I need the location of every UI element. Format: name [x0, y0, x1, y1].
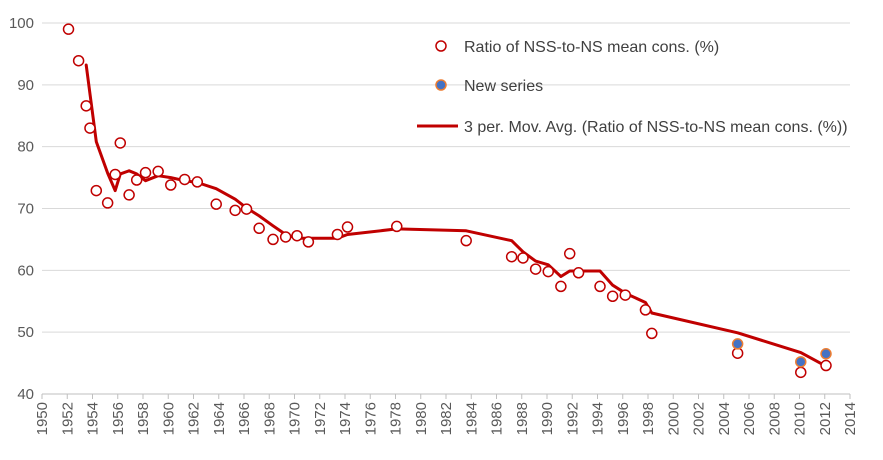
- ratio-point: [572, 267, 585, 279]
- x-tick-label: 2006: [741, 402, 758, 435]
- x-tick-label: 1970: [287, 402, 304, 435]
- x-tick-label: 1994: [590, 402, 607, 435]
- x-tick-label: 1978: [388, 402, 405, 435]
- ratio-point: [210, 198, 222, 210]
- ratio-point: [619, 289, 632, 301]
- y-tick-label: 80: [17, 139, 34, 156]
- ratio-point: [240, 203, 253, 215]
- x-tick-label: 1980: [413, 402, 430, 435]
- x-tick-label: 1992: [564, 402, 581, 435]
- y-tick-label: 100: [9, 15, 34, 32]
- ratio-point: [606, 290, 619, 303]
- legend-marker-new-series: [435, 79, 447, 91]
- x-tick-label: 2014: [842, 402, 859, 435]
- legend: Ratio of NSS-to-NS mean cons. (%) New se…: [417, 39, 848, 136]
- x-tick-label: 2002: [691, 402, 708, 435]
- ratio-point: [391, 220, 403, 233]
- ratio-point: [505, 250, 518, 263]
- x-tick-label: 1964: [211, 402, 228, 435]
- y-tick-label: 40: [17, 386, 34, 403]
- ratio-point: [229, 204, 241, 217]
- ratio-point: [253, 222, 265, 235]
- x-tick-label: 1950: [34, 402, 51, 435]
- ratio-point: [517, 252, 529, 264]
- ratio-point: [731, 347, 744, 359]
- ratio-point: [795, 366, 807, 379]
- y-tick-label: 70: [17, 201, 34, 218]
- ratio-point: [555, 280, 567, 293]
- moving-average-line: [84, 63, 828, 368]
- new-series-points: [731, 338, 832, 368]
- x-tick-labels: 1950 1952 1954 1956 1958 1960 1962 1964 1966 1968…: [34, 402, 859, 435]
- ratio-point: [80, 100, 92, 112]
- ratio-point: [267, 233, 279, 246]
- ratio-point: [279, 231, 292, 243]
- x-tick-label: 2012: [817, 402, 834, 435]
- ratio-point: [331, 228, 344, 241]
- y-tick-labels: 40 50 60 70 80 90 100: [9, 15, 34, 403]
- ratio-point: [302, 236, 315, 248]
- ratio-point: [563, 247, 576, 260]
- ratio-point: [152, 165, 164, 178]
- x-tick-label: 1956: [110, 402, 127, 435]
- x-tick-label: 1962: [186, 402, 203, 435]
- ratio-point: [114, 137, 127, 149]
- ratio-point: [341, 221, 354, 233]
- ratio-point: [542, 265, 555, 278]
- ratio-point: [191, 176, 204, 188]
- x-tick-label: 2004: [716, 402, 733, 435]
- legend-label-moving-average: 3 per. Mov. Avg. (Ratio of NSS-to-NS mea…: [464, 119, 848, 136]
- y-tick-label: 60: [17, 262, 34, 279]
- ratio-point: [460, 234, 472, 247]
- x-tick-label: 1988: [514, 402, 531, 435]
- legend-marker-ratio: [435, 40, 447, 52]
- x-tick-label: 1968: [261, 402, 278, 435]
- ratio-point: [139, 166, 152, 179]
- y-tick-label: 50: [17, 324, 34, 341]
- legend-label-ratio: Ratio of NSS-to-NS mean cons. (%): [464, 39, 719, 56]
- ratio-point: [62, 23, 75, 35]
- ratio-point: [646, 327, 658, 340]
- x-tick-label: 1996: [615, 402, 632, 435]
- new-series-point: [731, 338, 744, 350]
- ratio-points-series: [62, 23, 832, 379]
- x-tick-label: 1954: [85, 402, 102, 435]
- x-tick-label: 2010: [792, 402, 809, 435]
- ratio-point: [109, 168, 121, 181]
- x-tick-label: 1986: [489, 402, 506, 435]
- ratio-point: [529, 263, 542, 275]
- legend-label-new-series: New series: [464, 78, 543, 95]
- ratio-point: [130, 174, 143, 186]
- ratio-point: [820, 359, 832, 372]
- ratio-point: [90, 184, 103, 197]
- x-tick-label: 2000: [665, 402, 682, 435]
- ratio-point: [101, 197, 114, 209]
- y-tick-label: 90: [17, 77, 34, 94]
- x-tick-label: 2008: [766, 402, 783, 435]
- ratio-point: [178, 173, 191, 186]
- ratio-point: [72, 54, 85, 67]
- x-tick-label: 1958: [135, 402, 152, 435]
- x-tick-label: 1976: [362, 402, 379, 435]
- ratio-point: [84, 122, 96, 134]
- x-tick-label: 1960: [160, 402, 177, 435]
- x-tick-label: 1990: [539, 402, 556, 435]
- ratio-point: [639, 304, 652, 316]
- new-series-point: [820, 348, 832, 360]
- new-series-point: [795, 356, 807, 368]
- x-tick-label: 1952: [59, 402, 76, 435]
- x-tick-label: 1984: [463, 402, 480, 435]
- ratio-point: [594, 280, 606, 293]
- x-tick-label: 1982: [438, 402, 455, 435]
- x-tick-label: 1966: [236, 402, 253, 435]
- moving-average-series: [84, 63, 828, 368]
- ratio-point: [123, 189, 135, 201]
- x-tick-label: 1974: [337, 402, 354, 435]
- x-tick-label: 1972: [312, 402, 329, 435]
- ratio-point: [291, 229, 303, 242]
- x-tick-label: 1998: [640, 402, 657, 435]
- axes: [41, 393, 851, 399]
- ratio-point: [165, 179, 177, 191]
